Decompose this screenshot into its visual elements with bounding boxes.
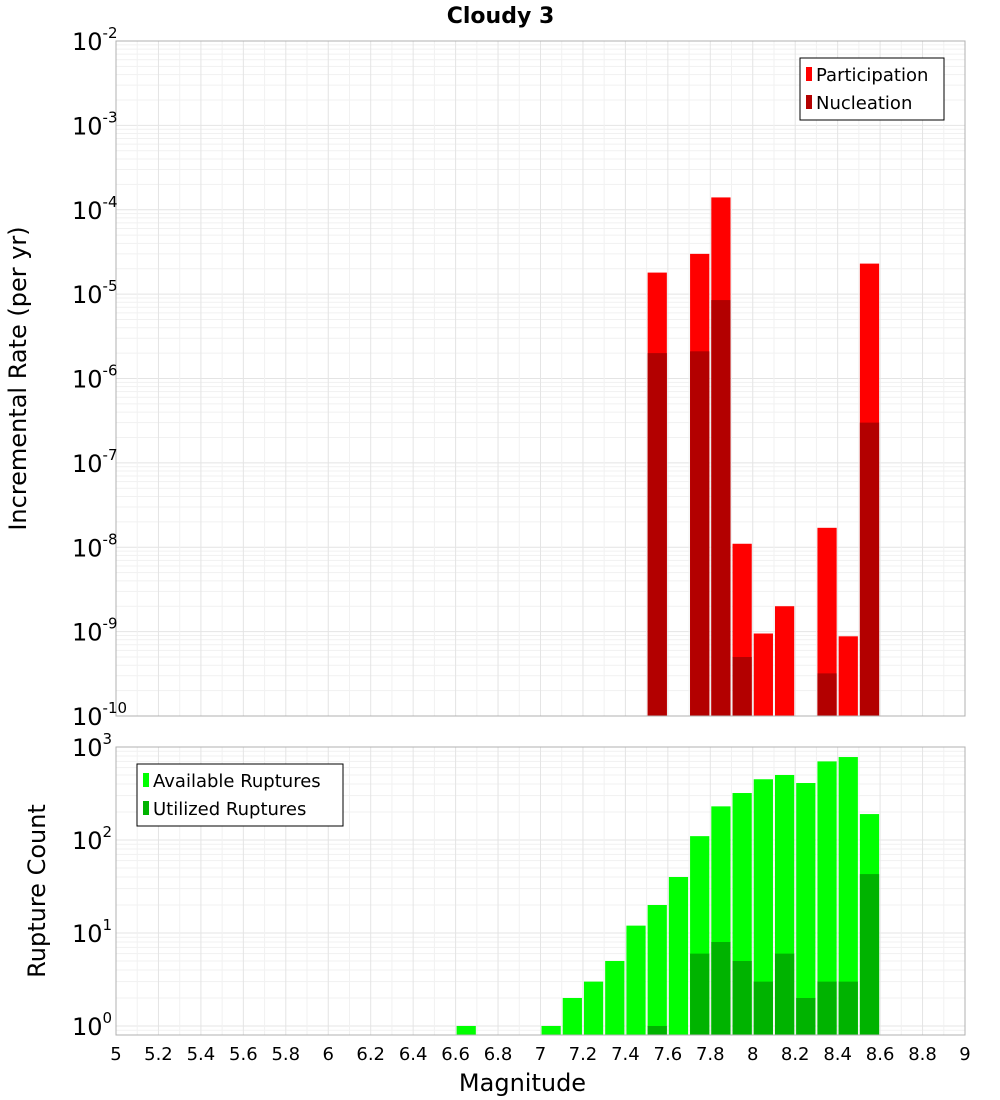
y-tick-label: 102 <box>72 823 112 855</box>
x-tick-label: 5.6 <box>229 1044 258 1065</box>
y-tick-label: 10-4 <box>72 193 118 225</box>
bar-available-ruptures <box>605 960 625 1035</box>
x-tick-label: 6.4 <box>399 1044 428 1065</box>
y-tick-label: 10-10 <box>72 699 127 731</box>
x-tick-label: 6 <box>323 1044 334 1065</box>
x-tick-label: 8.2 <box>781 1044 810 1065</box>
y-tick-label: 10-7 <box>72 446 118 478</box>
x-tick-label: 8 <box>747 1044 758 1065</box>
legend-swatch <box>143 773 149 787</box>
y-tick-label: 10-6 <box>72 362 118 394</box>
bar-participation <box>838 636 858 716</box>
legend-1: Available Ruptures Utilized Ruptures <box>136 763 344 827</box>
x-axis-label: Magnitude <box>459 1069 586 1097</box>
x-tick-label: 5.2 <box>144 1044 173 1065</box>
x-tick-label: 5.4 <box>187 1044 216 1065</box>
bar-available-ruptures <box>817 761 837 1035</box>
bar-available-ruptures <box>838 757 858 1035</box>
bar-utilized-ruptures <box>732 960 752 1035</box>
bar-available-ruptures <box>562 997 582 1035</box>
y-ticks-1: 100 101 102 103 <box>72 730 112 1041</box>
legend-swatch <box>143 801 149 815</box>
legend-label: Participation <box>816 65 928 86</box>
bars-0 <box>647 197 880 717</box>
y-tick-label: 100 <box>72 1009 112 1041</box>
chart-title: Cloudy 3 <box>447 4 555 29</box>
bar-utilized-ruptures <box>838 981 858 1035</box>
bar-nucleation <box>647 353 667 716</box>
x-tick-label: 7.4 <box>611 1044 640 1065</box>
y-axis-label: Rupture Count <box>23 804 51 978</box>
bar-nucleation <box>732 657 752 716</box>
x-tick-label: 6.2 <box>356 1044 385 1065</box>
y-tick-label: 10-9 <box>72 615 118 647</box>
x-tick-label: 5.8 <box>271 1044 300 1065</box>
bars-1 <box>456 757 880 1035</box>
bar-utilized-ruptures <box>774 953 795 1035</box>
bar-participation <box>753 633 773 716</box>
y-axis-label: Incremental Rate (per yr) <box>4 226 32 530</box>
x-tick-label: 7.2 <box>569 1044 598 1065</box>
x-tick-label: 7.6 <box>654 1044 683 1065</box>
bar-utilized-ruptures <box>647 1025 667 1035</box>
x-ticks: 5 5.2 5.4 5.6 5.8 6 6.2 6.4 6.6 6.8 7 7.2 7.4 7.6 7.8 8… <box>110 1044 970 1065</box>
bar-utilized-ruptures <box>859 874 880 1035</box>
x-tick-label: 7.8 <box>696 1044 725 1065</box>
y-tick-label: 10-8 <box>72 530 118 562</box>
bar-available-ruptures <box>647 904 667 1035</box>
x-tick-label: 8.4 <box>823 1044 852 1065</box>
bar-utilized-ruptures <box>690 953 710 1035</box>
x-tick-label: 8.8 <box>908 1044 937 1065</box>
bar-nucleation <box>817 673 837 716</box>
x-tick-label: 6.8 <box>484 1044 513 1065</box>
bar-utilized-ruptures <box>796 997 816 1035</box>
x-tick-label: 8.6 <box>866 1044 895 1065</box>
legend-swatch <box>806 67 812 81</box>
x-tick-label: 5 <box>110 1044 121 1065</box>
legend-label: Available Ruptures <box>153 771 321 792</box>
legend-box <box>136 763 344 827</box>
bar-available-ruptures <box>668 877 689 1035</box>
bar-nucleation <box>690 351 710 716</box>
bar-available-ruptures <box>456 1025 476 1035</box>
legend-label: Nucleation <box>816 93 912 114</box>
bar-available-ruptures <box>753 779 773 1035</box>
y-tick-label: 103 <box>72 730 112 762</box>
plot-area-0 <box>115 40 966 717</box>
bar-nucleation <box>711 300 731 716</box>
legend-0: Participation Nucleation <box>799 57 945 121</box>
bar-available-ruptures <box>626 925 646 1035</box>
bar-utilized-ruptures <box>753 981 773 1035</box>
x-tick-label: 9 <box>959 1044 970 1065</box>
x-tick-label: 7 <box>535 1044 546 1065</box>
bar-participation <box>817 527 837 716</box>
y-ticks-0: 10-10 10-9 10-8 10-7 10-6 10-5 10-4 10-3 10-2 <box>72 24 127 731</box>
plot-area-1 <box>115 746 966 1036</box>
bar-utilized-ruptures <box>711 942 731 1035</box>
bar-utilized-ruptures <box>817 981 837 1035</box>
bar-participation <box>774 606 795 716</box>
y-tick-label: 10-5 <box>72 277 118 309</box>
bar-nucleation <box>859 422 880 716</box>
x-tick-label: 6.6 <box>441 1044 470 1065</box>
grid-0 <box>115 40 966 717</box>
y-tick-label: 10-2 <box>72 24 118 56</box>
y-tick-label: 10-3 <box>72 108 118 140</box>
legend-swatch <box>806 95 812 109</box>
bar-available-ruptures <box>541 1025 561 1035</box>
bar-available-ruptures <box>583 981 604 1035</box>
bar-available-ruptures <box>796 783 816 1035</box>
y-tick-label: 101 <box>72 916 112 948</box>
legend-box <box>799 57 945 121</box>
legend-label: Utilized Ruptures <box>153 799 306 820</box>
